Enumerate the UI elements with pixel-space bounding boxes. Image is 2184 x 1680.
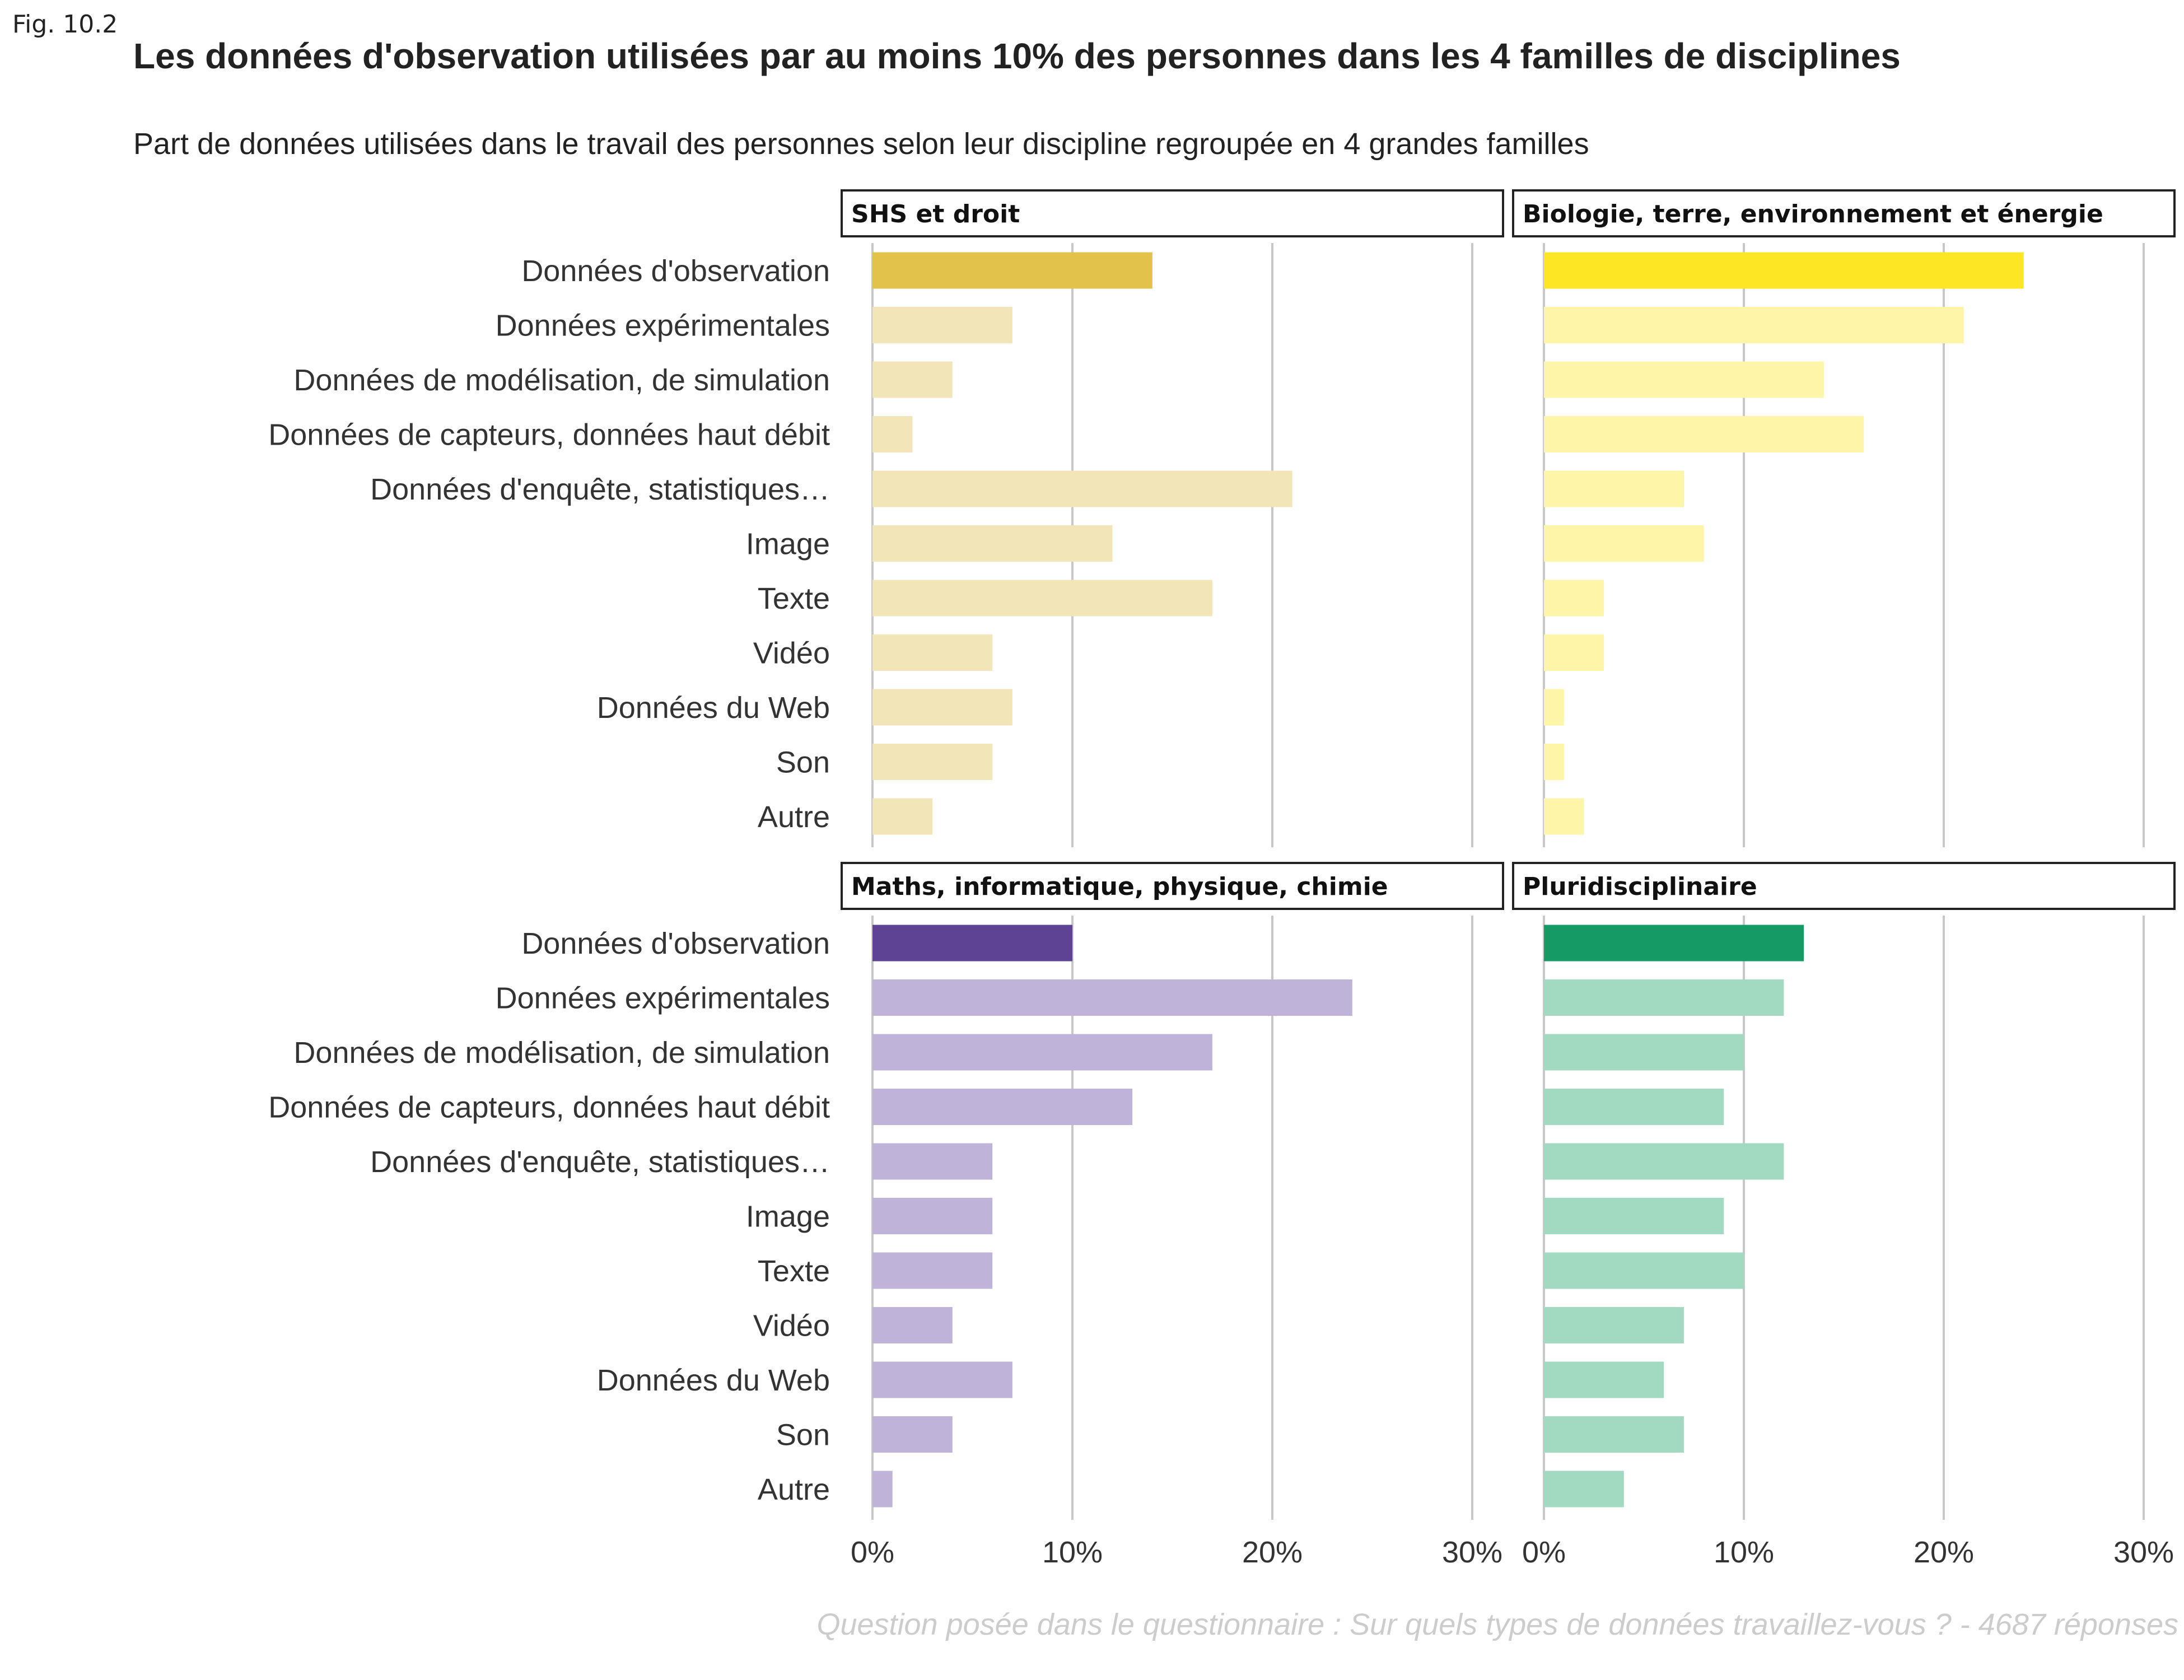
facet-label-maths-informatique-physique-chimie: Maths, informatique, physique, chimie <box>851 872 1388 901</box>
category-label-1-donnees-d-enquete-statistiques: Données d'enquête, statistiques… <box>370 473 830 506</box>
bar-shs-et-droit-texte <box>872 580 1212 617</box>
bar-shs-et-droit-donnees-d-observation <box>872 252 1152 289</box>
bar-pluridisciplinaire-donnees-de-capteurs-donnees-haut-debit <box>1544 1089 1724 1125</box>
bar-maths-informatique-physique-chimie-donnees-experimentales <box>872 979 1352 1016</box>
category-label-1-son: Son <box>776 746 830 780</box>
x-tick-label-2-2: 20% <box>1914 1536 1974 1569</box>
category-label-2-donnees-d-observation: Données d'observation <box>521 927 830 960</box>
bar-maths-informatique-physique-chimie-donnees-d-observation <box>872 925 1072 962</box>
bar-shs-et-droit-donnees-d-enquete-statistiques <box>872 470 1292 507</box>
bar-pluridisciplinaire-video <box>1544 1307 1684 1343</box>
bar-maths-informatique-physique-chimie-donnees-du-web <box>872 1361 1012 1398</box>
bar-biologie-terre-environnement-et-energie-donnees-de-capteurs-donnees-haut-debit <box>1544 416 1864 452</box>
category-label-2-autre: Autre <box>758 1473 830 1506</box>
category-label-1-video: Vidéo <box>753 637 830 670</box>
bar-pluridisciplinaire-donnees-du-web <box>1544 1361 1664 1398</box>
x-tick-label-1-1: 10% <box>1042 1536 1103 1569</box>
bar-maths-informatique-physique-chimie-texte <box>872 1252 993 1289</box>
bar-biologie-terre-environnement-et-energie-donnees-du-web <box>1544 689 1564 726</box>
category-label-2-donnees-experimentales: Données expérimentales <box>496 982 830 1015</box>
figure-label: Fig. 10.2 <box>12 10 118 39</box>
bar-pluridisciplinaire-donnees-de-modelisation-de-simulation <box>1544 1034 1744 1071</box>
category-label-1-image: Image <box>746 528 830 561</box>
bar-biologie-terre-environnement-et-energie-donnees-experimentales <box>1544 307 1964 343</box>
category-label-2-video: Vidéo <box>753 1309 830 1343</box>
facet-label-pluridisciplinaire: Pluridisciplinaire <box>1523 872 1757 901</box>
x-tick-label-1-0: 0% <box>851 1536 894 1569</box>
x-tick-label-2-3: 30% <box>2113 1536 2174 1569</box>
bar-maths-informatique-physique-chimie-donnees-de-capteurs-donnees-haut-debit <box>872 1089 1133 1125</box>
chart-caption: Question posée dans le questionnaire : S… <box>816 1608 2178 1641</box>
bar-shs-et-droit-donnees-du-web <box>872 689 1012 726</box>
bar-shs-et-droit-donnees-de-modelisation-de-simulation <box>872 361 953 398</box>
x-tick-label-2-0: 0% <box>1522 1536 1566 1569</box>
bar-shs-et-droit-son <box>872 744 993 780</box>
x-tick-label-1-3: 30% <box>1442 1536 1502 1569</box>
bar-maths-informatique-physique-chimie-image <box>872 1198 993 1234</box>
bar-maths-informatique-physique-chimie-donnees-d-enquete-statistiques <box>872 1143 993 1180</box>
bar-pluridisciplinaire-image <box>1544 1198 1724 1234</box>
facet-label-biologie-terre-environnement-et-energie: Biologie, terre, environnement et énergi… <box>1523 200 2103 228</box>
bar-pluridisciplinaire-texte <box>1544 1252 1744 1289</box>
facet-strip-pluridisciplinaire <box>1512 862 2176 910</box>
category-label-1-donnees-du-web: Données du Web <box>597 691 830 725</box>
bar-biologie-terre-environnement-et-energie-donnees-d-enquete-statistiques <box>1544 470 1684 507</box>
facet-strip-maths-informatique-physique-chimie <box>841 862 1504 910</box>
category-label-2-image: Image <box>746 1200 830 1234</box>
bar-pluridisciplinaire-donnees-d-observation <box>1544 925 1804 962</box>
bar-shs-et-droit-image <box>872 525 1113 562</box>
facet-label-shs-et-droit: SHS et droit <box>851 200 1020 228</box>
bar-biologie-terre-environnement-et-energie-video <box>1544 634 1604 671</box>
bar-biologie-terre-environnement-et-energie-autre <box>1544 798 1584 835</box>
bar-maths-informatique-physique-chimie-autre <box>872 1471 893 1508</box>
category-label-1-autre: Autre <box>758 800 830 834</box>
bar-pluridisciplinaire-donnees-experimentales <box>1544 979 1784 1016</box>
bar-shs-et-droit-autre <box>872 798 933 835</box>
bar-pluridisciplinaire-son <box>1544 1416 1684 1453</box>
category-label-1-donnees-experimentales: Données expérimentales <box>496 309 830 343</box>
bar-maths-informatique-physique-chimie-video <box>872 1307 953 1343</box>
x-tick-label-1-2: 20% <box>1242 1536 1303 1569</box>
bar-maths-informatique-physique-chimie-donnees-de-modelisation-de-simulation <box>872 1034 1212 1071</box>
bar-pluridisciplinaire-donnees-d-enquete-statistiques <box>1544 1143 1784 1180</box>
x-tick-label-2-1: 10% <box>1714 1536 1774 1569</box>
bar-shs-et-droit-donnees-experimentales <box>872 307 1012 343</box>
facet-strip-biologie-terre-environnement-et-energie <box>1512 189 2176 237</box>
category-label-2-donnees-de-capteurs-donnees-haut-debit: Données de capteurs, données haut débit <box>268 1091 830 1124</box>
category-label-1-donnees-d-observation: Données d'observation <box>521 254 830 288</box>
category-label-2-donnees-du-web: Données du Web <box>597 1364 830 1397</box>
category-label-2-texte: Texte <box>758 1254 830 1288</box>
bar-pluridisciplinaire-autre <box>1544 1471 1624 1508</box>
bar-biologie-terre-environnement-et-energie-texte <box>1544 580 1604 617</box>
category-label-2-donnees-de-modelisation-de-simulation: Données de modélisation, de simulation <box>293 1036 830 1070</box>
bar-maths-informatique-physique-chimie-son <box>872 1416 953 1453</box>
category-label-1-donnees-de-modelisation-de-simulation: Données de modélisation, de simulation <box>293 363 830 397</box>
category-label-1-donnees-de-capteurs-donnees-haut-debit: Données de capteurs, données haut débit <box>268 418 830 452</box>
bar-biologie-terre-environnement-et-energie-son <box>1544 744 1564 780</box>
category-label-2-son: Son <box>776 1418 830 1452</box>
facet-strip-shs-et-droit <box>841 189 1504 237</box>
bar-shs-et-droit-video <box>872 634 993 671</box>
bar-biologie-terre-environnement-et-energie-donnees-d-observation <box>1544 252 2024 289</box>
chart-subtitle: Part de données utilisées dans le travai… <box>133 127 1589 161</box>
bar-shs-et-droit-donnees-de-capteurs-donnees-haut-debit <box>872 416 913 452</box>
category-label-1-texte: Texte <box>758 582 830 615</box>
category-label-2-donnees-d-enquete-statistiques: Données d'enquête, statistiques… <box>370 1145 830 1179</box>
bar-biologie-terre-environnement-et-energie-donnees-de-modelisation-de-simulation <box>1544 361 1824 398</box>
chart-title: Les données d'observation utilisées par … <box>133 36 1901 76</box>
bar-biologie-terre-environnement-et-energie-image <box>1544 525 1704 562</box>
